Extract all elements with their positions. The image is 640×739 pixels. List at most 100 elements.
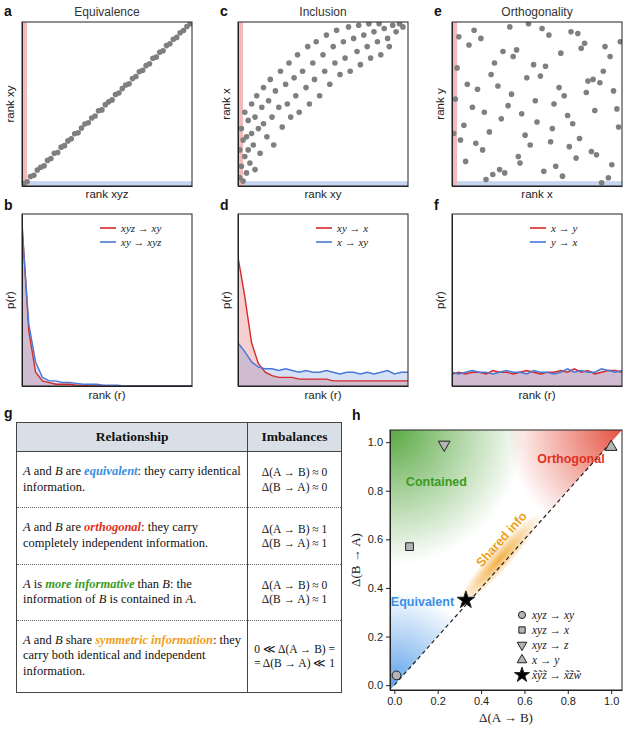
- series-line: [452, 369, 622, 374]
- scatter-point: [269, 114, 275, 120]
- legend-label: xyz → z: [531, 639, 569, 652]
- text-segment: A: [23, 464, 31, 478]
- y-axis: [22, 215, 23, 387]
- scatter-point: [577, 136, 583, 142]
- legend-swatch: [316, 227, 332, 229]
- annotation: Shared info: [474, 509, 530, 570]
- neighbor-band-x: [22, 22, 27, 186]
- scatter-point: [381, 26, 387, 32]
- series-area: [452, 369, 622, 386]
- panel-letter: b: [4, 197, 13, 213]
- scatter-point: [541, 168, 547, 174]
- scatter-point: [174, 35, 180, 41]
- y-tick-label: 0.6: [368, 533, 383, 545]
- chart-title: Equivalence: [74, 5, 140, 19]
- panel-letter: g: [4, 405, 13, 421]
- x-tick: 0.4: [474, 690, 489, 707]
- legend-marker: [518, 611, 525, 618]
- x-axis: [23, 386, 193, 387]
- scatter-point: [288, 114, 294, 120]
- x-axis-title: rank xyz: [86, 188, 129, 200]
- scatter-point: [356, 22, 362, 28]
- scatter-point: [551, 101, 557, 107]
- scatter-point: [92, 113, 98, 119]
- y-tick: 0.0: [368, 679, 390, 691]
- scatter-point: [488, 72, 494, 78]
- scatter-point: [244, 170, 250, 176]
- scatter-point: [495, 83, 501, 89]
- scatter-point: [594, 152, 600, 158]
- y-axis-line: [22, 23, 23, 187]
- x-tick-mark: [394, 690, 395, 694]
- scatter-point: [568, 29, 574, 35]
- scatter-point: [300, 68, 306, 74]
- panel-letter: c: [220, 3, 228, 19]
- neighbor-band-y: [238, 181, 408, 186]
- text-segment: and: [31, 520, 55, 534]
- scatter-point: [527, 142, 533, 148]
- scatter-point: [558, 50, 564, 56]
- y-tick: 0.2: [368, 631, 390, 643]
- y-axis-line: [452, 23, 453, 187]
- scatter-point: [279, 124, 285, 130]
- text-segment: and: [31, 464, 55, 478]
- y-tick-label: 0.4: [368, 582, 383, 594]
- scatter-point: [317, 93, 323, 99]
- scatter-point: [283, 82, 289, 88]
- y-axis-title: rank xy: [4, 85, 16, 122]
- x-tick-mark: [481, 690, 482, 694]
- scatter-point: [31, 173, 37, 179]
- scatter-point: [313, 39, 319, 45]
- x-tick-mark: [524, 690, 525, 694]
- scatter-point: [483, 177, 489, 183]
- scatter-point: [364, 44, 370, 50]
- series-area: [22, 223, 192, 386]
- scatter-point: [480, 147, 486, 153]
- scatter-point: [375, 39, 381, 45]
- scatter-point: [517, 160, 523, 166]
- scatter-point: [611, 88, 617, 94]
- scatter-point: [322, 68, 328, 74]
- scatter-point: [154, 54, 160, 60]
- x-axis: [239, 386, 409, 387]
- diagonal-line: [394, 442, 611, 685]
- text-segment: B: [55, 520, 63, 534]
- scatter-point: [565, 113, 571, 119]
- scatter-point: [482, 109, 488, 115]
- x-axis: [239, 186, 409, 187]
- neighbor-band-x: [238, 22, 243, 186]
- header-cell: Imbalances: [248, 423, 342, 452]
- scatter-point: [607, 54, 613, 60]
- y-axis-line: [390, 431, 391, 691]
- x-tick-label: 0.4: [474, 695, 489, 707]
- scatter-point: [470, 104, 476, 110]
- keyword: more informative: [45, 577, 134, 591]
- scatter-point: [618, 39, 623, 45]
- scatter-point: [465, 82, 471, 88]
- legend-marker: [514, 667, 529, 681]
- scatter-point: [361, 32, 367, 38]
- y-tick: 0.4: [368, 582, 390, 594]
- panel-letter: d: [220, 197, 229, 213]
- panel-e: Orthogonalityrank xrank y: [434, 5, 623, 200]
- text-segment: A: [23, 577, 31, 591]
- annotation: Orthogonal: [537, 452, 604, 466]
- scatter-point: [303, 85, 309, 91]
- neighbor-band-x: [452, 22, 457, 186]
- scatter-point: [285, 101, 291, 107]
- scatter-point: [497, 167, 503, 173]
- scatter-point: [286, 60, 292, 66]
- scatter-point: [48, 156, 54, 162]
- scatter-point: [457, 591, 474, 608]
- scatter-point: [276, 104, 282, 110]
- scatter-point: [312, 77, 318, 83]
- y-tick: 1.0: [368, 436, 390, 448]
- panel-b: rank (r)p(r)xyz → xyxy → xyz: [4, 214, 193, 401]
- imbalance-line: Δ(B → A) ≈ 0: [254, 480, 335, 494]
- y-axis: [238, 23, 239, 187]
- scatter-point: [257, 150, 263, 156]
- x-axis-line: [453, 186, 623, 187]
- plot-area: [238, 257, 408, 386]
- scatter-point: [341, 39, 347, 45]
- text-segment: share: [63, 633, 96, 647]
